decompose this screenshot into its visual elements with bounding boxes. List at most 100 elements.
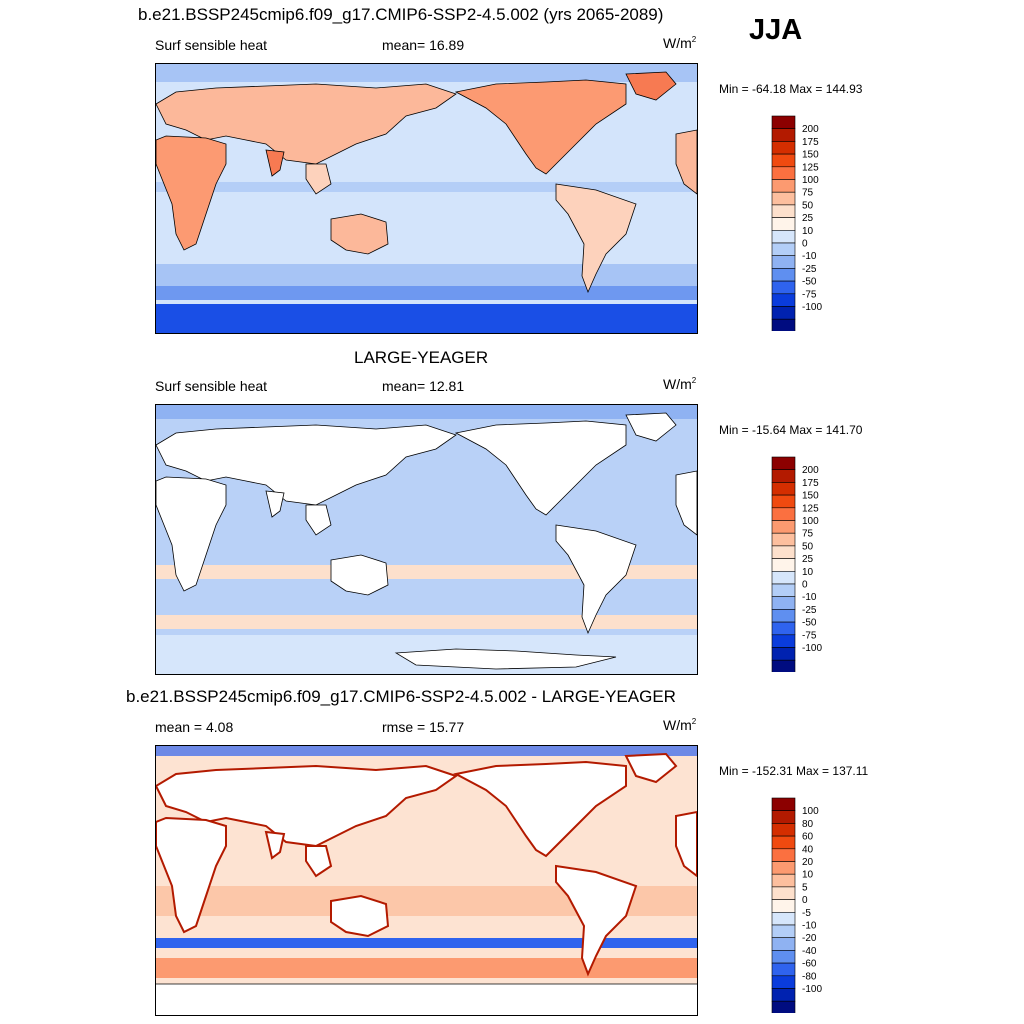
panel-2-map: [155, 404, 698, 675]
africa: [156, 135, 227, 251]
colorbar-tick-label: -10: [802, 251, 817, 262]
colorbar-swatch: [771, 937, 796, 951]
panel-1-colorbar: 200 175 150 125 100 75 50 25 10 0 -10 -25 -50 -75 -100: [771, 115, 861, 336]
colorbar-tick-label: 60: [802, 832, 814, 843]
colorbar-tick-label: 50: [802, 541, 814, 552]
antarctica: [156, 984, 697, 1015]
panel-3-map: [155, 745, 698, 1016]
colorbar-tick-label: 200: [802, 465, 819, 476]
colorbar-swatch: [771, 950, 796, 964]
panel-1-mean-label: mean= 16.89: [382, 37, 465, 53]
colorbar-swatch: [771, 494, 796, 509]
colorbar-swatch: [771, 179, 796, 193]
colorbar-tick-label: 10: [802, 567, 814, 578]
colorbar-swatch: [771, 835, 796, 850]
colorbar-swatch: [771, 848, 796, 862]
colorbar-tick-label: 10: [802, 226, 814, 237]
colorbar-swatch: [771, 456, 796, 470]
colorbar-tick-label: -20: [802, 933, 817, 944]
colorbar-tick-label: -5: [802, 908, 811, 919]
colorbar-swatch: [771, 532, 796, 547]
colorbar-tick-label: 125: [802, 503, 819, 514]
colorbar-swatch: [771, 924, 796, 938]
southern-ocean-band: [156, 615, 697, 629]
colorbar-swatch: [771, 141, 796, 155]
colorbar-tick-label: -60: [802, 959, 817, 970]
colorbar-swatch: [771, 115, 796, 129]
colorbar-tick-label: 175: [802, 478, 819, 489]
eurasia: [156, 83, 457, 165]
panel-2-colorbar: 200 175 150 125 100 75 50 25 10 0 -10 -25 -50 -75 -100: [771, 456, 861, 677]
colorbar-swatch: [771, 482, 796, 496]
colorbar-swatch: [771, 659, 796, 674]
colorbar-swatch: [771, 962, 796, 977]
colorbar-tick-label: 100: [802, 175, 819, 186]
colorbar-tick-label: -100: [802, 643, 822, 654]
colorbar-swatch: [771, 571, 796, 585]
colorbar-swatch: [771, 621, 796, 636]
panel-3-colorbar: 100 80 60 40 20 10 5 0 -5 -10 -20 -40 -60 -80 -100: [771, 797, 861, 1018]
colorbar-tick-label: 100: [802, 806, 819, 817]
colorbar-swatch: [771, 230, 796, 244]
colorbar-tick-label: -80: [802, 971, 817, 982]
colorbar-swatch: [771, 583, 796, 597]
colorbar-swatch: [771, 899, 796, 913]
colorbar-swatch: [771, 306, 796, 320]
colorbar-tick-label: 75: [802, 529, 814, 540]
colorbar-swatch: [771, 520, 796, 534]
greenland: [625, 71, 677, 101]
southern-ocean-cold-band: [156, 938, 697, 948]
southern-ocean-band: [156, 286, 697, 300]
colorbar-swatch: [771, 166, 796, 180]
colorbar-tick-label: 80: [802, 819, 814, 830]
colorbar-swatch: [771, 191, 796, 206]
colorbar-tick-label: 75: [802, 188, 814, 199]
colorbar-swatch: [771, 1000, 796, 1015]
southern-subtropic-band: [156, 565, 697, 579]
colorbar-swatch: [771, 268, 796, 282]
panel-1-variable-label: Surf sensible heat: [155, 37, 268, 53]
colorbar-tick-label: 5: [802, 882, 808, 893]
colorbar-swatch: [771, 469, 796, 483]
southeast-asia: [305, 163, 332, 195]
colorbar-tick-label: 0: [802, 895, 808, 906]
colorbar-swatch: [771, 596, 796, 610]
colorbar-swatch: [771, 280, 796, 295]
panel-3-rmse-label: rmse = 15.77: [382, 719, 465, 735]
colorbar-tick-label: 0: [802, 580, 808, 591]
colorbar-swatch: [771, 318, 796, 333]
colorbar-tick-label: 100: [802, 516, 819, 527]
panel-3-map-canvas: [156, 746, 697, 1015]
colorbar-tick-label: -25: [802, 605, 817, 616]
colorbar-swatch: [771, 153, 796, 168]
panel-2-units: W/m2: [663, 376, 697, 392]
colorbar-tick-label: 125: [802, 162, 819, 173]
continents: [156, 752, 697, 977]
colorbar-swatch: [771, 797, 796, 811]
north-america: [454, 79, 627, 175]
continents: [156, 71, 697, 294]
arctic-band: [156, 405, 697, 419]
colorbar-tick-label: 25: [802, 554, 814, 565]
panel-2-map-canvas: [156, 405, 697, 674]
colorbar-swatch: [771, 293, 796, 307]
panel-1-min-max: Min = -64.18 Max = 144.93: [719, 82, 863, 96]
colorbar-swatch: [771, 975, 796, 989]
arctic-band: [156, 746, 697, 756]
colorbar-swatch: [771, 634, 796, 648]
colorbar-tick-label: 150: [802, 491, 819, 502]
africa-east-edge: [675, 129, 697, 195]
colorbar-tick-label: 10: [802, 870, 814, 881]
panel-1-map: [155, 63, 698, 334]
colorbar-swatch: [771, 558, 796, 572]
colorbar-tick-label: -100: [802, 302, 822, 313]
panel-2-min-max: Min = -15.64 Max = 141.70: [719, 423, 863, 437]
colorbar-tick-label: 0: [802, 239, 808, 250]
southern-ocean-warm-band: [156, 958, 697, 978]
colorbar-swatch: [771, 823, 796, 837]
panel-2-mean-label: mean= 12.81: [382, 378, 465, 394]
panel-1-map-canvas: [156, 64, 697, 333]
colorbar-swatch: [771, 507, 796, 521]
australia: [330, 213, 389, 255]
